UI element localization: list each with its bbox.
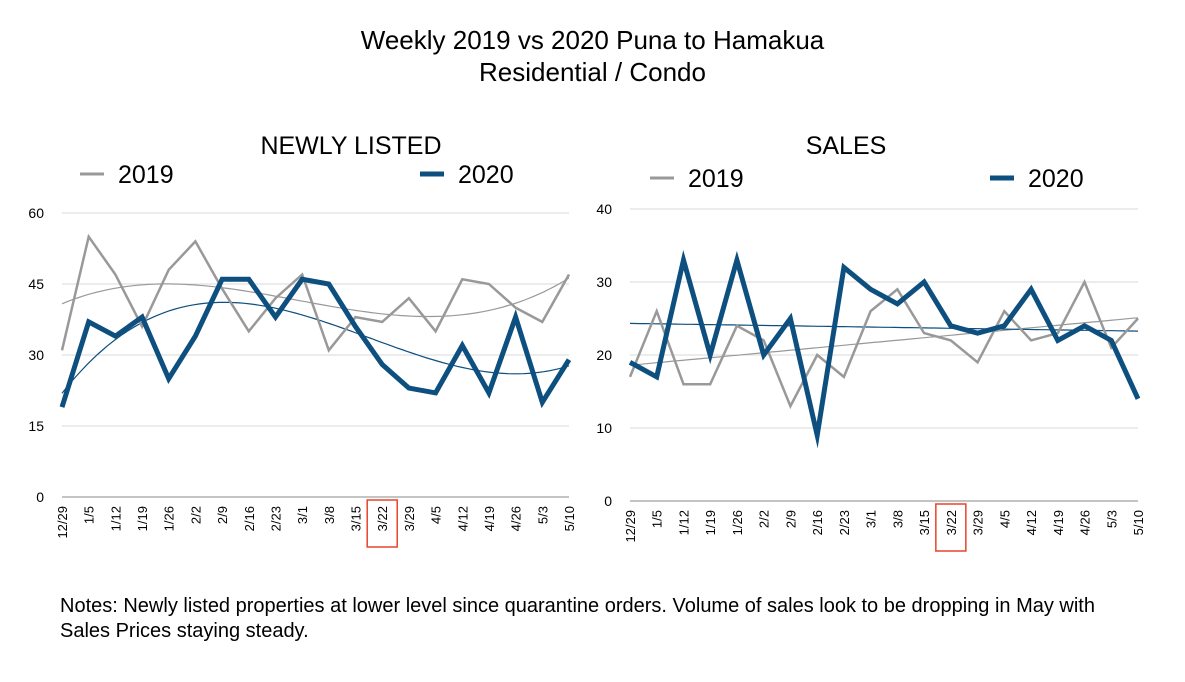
trendline-2020: [61, 301, 570, 394]
x-tick-label: 3/15: [349, 506, 364, 531]
x-tick-label: 2/9: [215, 506, 230, 524]
y-tick-label: 30: [596, 274, 612, 290]
x-tick-label: 3/8: [890, 510, 905, 528]
x-tick-label: 12/29: [55, 506, 70, 539]
x-tick-label: 4/26: [1078, 510, 1093, 535]
series-line-2020: [59, 276, 572, 409]
notes-text: Notes: Newly listed properties at lower …: [60, 595, 1095, 642]
y-tick-label: 30: [28, 347, 44, 363]
x-tick-label: 2/23: [837, 510, 852, 535]
x-tick-label: 3/22: [944, 510, 959, 535]
chart-title: NEWLY LISTED: [260, 132, 441, 160]
y-tick-label: 60: [28, 205, 44, 221]
highlight-box-3-22: [366, 499, 398, 548]
x-tick-label: 1/5: [650, 510, 665, 528]
x-tick-label: 1/26: [162, 506, 177, 531]
series-line-2019: [60, 233, 571, 353]
x-tick-label: 5/3: [535, 506, 550, 524]
y-tick-label: 0: [604, 493, 612, 509]
page-subtitle: Residential / Condo: [479, 57, 706, 87]
x-tick-label: 3/1: [295, 506, 310, 524]
x-tick-label: 4/26: [509, 506, 524, 531]
x-tick-label: 2/16: [810, 510, 825, 535]
x-tick-label: 1/19: [135, 506, 150, 531]
x-tick-label: 1/12: [108, 506, 123, 531]
x-tick-label: 2/2: [188, 506, 203, 524]
x-tick-label: 5/10: [1131, 510, 1146, 535]
x-tick-label: 4/19: [1051, 510, 1066, 535]
x-tick-label: 3/22: [375, 506, 390, 531]
y-tick-label: 15: [28, 418, 44, 434]
charts-canvas: NEWLY LISTED 2019 2020 0 15 30 45 60 12/29 1/5 1/1…: [28, 132, 1146, 552]
y-tick-label: 40: [596, 201, 612, 217]
x-tick-label: 3/1: [864, 510, 879, 528]
x-tick-label: 4/12: [455, 506, 470, 531]
x-tick-label: 1/12: [676, 510, 691, 535]
y-tick-label: 45: [28, 276, 44, 292]
x-tick-label: 4/12: [1024, 510, 1039, 535]
y-tick-label: 20: [596, 347, 612, 363]
legend-label-2020: 2020: [1028, 165, 1084, 193]
legend-label-2019: 2019: [118, 161, 174, 189]
trendline-2019: [629, 317, 1139, 366]
page-title: Weekly 2019 vs 2020 Puna to Hamakua: [360, 25, 825, 55]
x-tick-label: 3/29: [402, 506, 417, 531]
x-tick-label: 3/29: [971, 510, 986, 535]
x-tick-label: 3/8: [322, 506, 337, 524]
sales-chart: SALES 2019 2020 0 10 20 30 40 12/29 1/5 1/12 1/19 1/…: [596, 132, 1146, 552]
newly-listed-chart: NEWLY LISTED 2019 2020 0 15 30 45 60 12/29 1/5 1/1…: [28, 132, 577, 548]
legend-label-2019: 2019: [688, 165, 744, 193]
x-tick-label: 12/29: [623, 510, 638, 543]
x-tick-label: 5/10: [562, 506, 577, 531]
x-tick-label: 4/5: [997, 510, 1012, 528]
x-tick-label: 2/9: [783, 510, 798, 528]
trendline-2019: [61, 277, 570, 318]
y-tick-label: 0: [36, 489, 44, 505]
x-tick-label: 1/19: [703, 510, 718, 535]
x-tick-label: 5/3: [1104, 510, 1119, 528]
series-line-2020: [628, 249, 1141, 449]
highlight-box-3-22: [935, 503, 967, 552]
x-tick-label: 3/15: [917, 510, 932, 535]
x-tick-label: 4/19: [482, 506, 497, 531]
x-tick-label: 2/16: [242, 506, 257, 531]
x-tick-label: 1/26: [730, 510, 745, 535]
chart-title: SALES: [806, 132, 887, 160]
x-tick-label: 2/23: [268, 506, 283, 531]
x-tick-label: 4/5: [429, 506, 444, 524]
legend-label-2020: 2020: [458, 161, 514, 189]
x-tick-label: 1/5: [82, 506, 97, 524]
x-tick-label: 2/2: [757, 510, 772, 528]
y-tick-label: 10: [596, 420, 612, 436]
